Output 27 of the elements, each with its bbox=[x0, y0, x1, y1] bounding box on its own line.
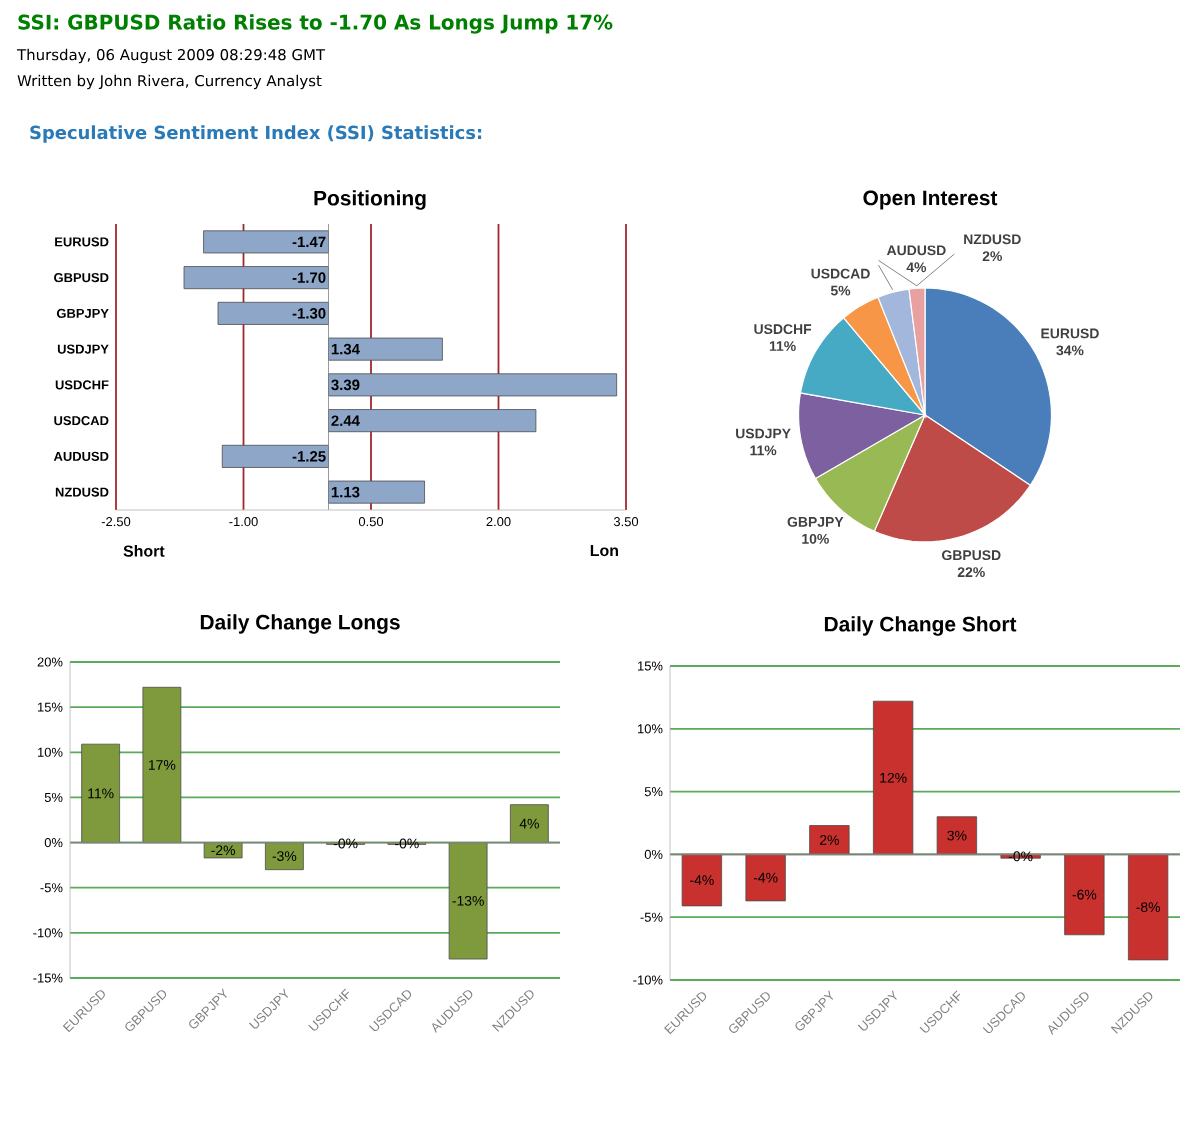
bar bbox=[745, 854, 786, 902]
bar bbox=[872, 700, 914, 855]
chart-title: Daily Change Longs bbox=[200, 614, 400, 634]
bar bbox=[142, 686, 182, 843]
bar bbox=[809, 825, 850, 855]
chart-title: Daily Change Short bbox=[824, 616, 1017, 636]
bar bbox=[264, 842, 304, 871]
bar bbox=[509, 804, 549, 843]
bar bbox=[221, 444, 329, 468]
bar bbox=[448, 842, 488, 960]
bar bbox=[203, 842, 243, 859]
bar bbox=[328, 409, 537, 433]
bar bbox=[203, 230, 329, 254]
bar bbox=[936, 816, 978, 855]
bar bbox=[328, 337, 443, 361]
bar bbox=[1064, 854, 1105, 936]
text: SSI: GBPUSD Ratio Rises to -1.70 As Longs Jump 17% bbox=[18, 14, 613, 34]
bar bbox=[81, 743, 121, 843]
bar bbox=[183, 266, 329, 290]
bar bbox=[328, 373, 618, 397]
bar bbox=[217, 301, 329, 325]
bar bbox=[681, 854, 723, 907]
chart-title: Positioning bbox=[314, 190, 426, 210]
bar bbox=[1127, 854, 1169, 961]
text: Speculative Sentiment Index (SSI) Statistics: bbox=[30, 125, 482, 143]
chart-title: Open Interest bbox=[863, 190, 998, 210]
bar bbox=[328, 480, 425, 504]
